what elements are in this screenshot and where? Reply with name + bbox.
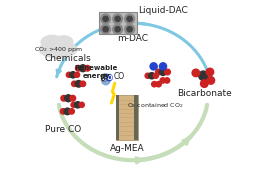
Circle shape bbox=[115, 27, 120, 32]
Circle shape bbox=[74, 102, 81, 108]
Ellipse shape bbox=[101, 74, 110, 85]
Circle shape bbox=[125, 14, 135, 24]
Circle shape bbox=[113, 14, 123, 24]
Circle shape bbox=[70, 95, 76, 101]
Ellipse shape bbox=[41, 35, 64, 49]
Text: H$_2$O: H$_2$O bbox=[98, 74, 114, 84]
Circle shape bbox=[70, 72, 76, 78]
Circle shape bbox=[101, 74, 108, 81]
Circle shape bbox=[61, 95, 66, 101]
Circle shape bbox=[145, 73, 150, 78]
FancyBboxPatch shape bbox=[134, 95, 138, 139]
Text: Renewable
energy: Renewable energy bbox=[75, 65, 118, 79]
Circle shape bbox=[103, 16, 108, 22]
Circle shape bbox=[103, 27, 108, 32]
Text: Bicarbonate: Bicarbonate bbox=[177, 89, 232, 98]
Circle shape bbox=[72, 81, 77, 87]
Circle shape bbox=[206, 68, 214, 76]
Circle shape bbox=[127, 16, 132, 22]
Text: Ag-MEA: Ag-MEA bbox=[110, 144, 144, 153]
Circle shape bbox=[150, 63, 157, 70]
Circle shape bbox=[115, 16, 120, 22]
Circle shape bbox=[65, 95, 72, 102]
Text: CO$_2$ >400 ppm: CO$_2$ >400 ppm bbox=[34, 45, 82, 54]
Circle shape bbox=[152, 81, 157, 87]
Circle shape bbox=[85, 65, 90, 71]
Circle shape bbox=[207, 77, 215, 84]
Circle shape bbox=[80, 81, 86, 87]
Circle shape bbox=[156, 69, 161, 75]
Circle shape bbox=[76, 65, 81, 71]
Circle shape bbox=[125, 24, 135, 34]
Circle shape bbox=[75, 81, 82, 87]
Circle shape bbox=[71, 102, 76, 107]
Circle shape bbox=[160, 78, 165, 83]
FancyBboxPatch shape bbox=[116, 95, 138, 139]
Circle shape bbox=[201, 80, 208, 87]
Circle shape bbox=[164, 78, 170, 83]
Circle shape bbox=[66, 72, 72, 77]
Circle shape bbox=[60, 109, 66, 114]
Circle shape bbox=[74, 72, 80, 77]
Circle shape bbox=[64, 108, 71, 115]
Ellipse shape bbox=[54, 36, 73, 48]
Circle shape bbox=[192, 69, 200, 77]
Circle shape bbox=[149, 73, 155, 79]
Circle shape bbox=[159, 63, 167, 70]
Circle shape bbox=[127, 27, 132, 32]
Text: Chemicals: Chemicals bbox=[45, 54, 92, 63]
FancyBboxPatch shape bbox=[116, 95, 119, 139]
Circle shape bbox=[106, 74, 112, 81]
Ellipse shape bbox=[39, 41, 77, 58]
Circle shape bbox=[69, 109, 74, 114]
Circle shape bbox=[80, 65, 86, 72]
Circle shape bbox=[153, 73, 159, 78]
Text: Liquid-DAC: Liquid-DAC bbox=[138, 5, 188, 15]
Text: Pure CO: Pure CO bbox=[45, 125, 82, 134]
Circle shape bbox=[101, 14, 110, 24]
Circle shape bbox=[79, 102, 84, 107]
Circle shape bbox=[199, 71, 208, 81]
Circle shape bbox=[160, 69, 167, 75]
Text: O$_2$ contained CO$_2$: O$_2$ contained CO$_2$ bbox=[127, 101, 184, 110]
Circle shape bbox=[165, 69, 171, 75]
Text: m-DAC: m-DAC bbox=[118, 34, 148, 43]
Text: CO: CO bbox=[113, 72, 124, 81]
Circle shape bbox=[156, 81, 161, 87]
Circle shape bbox=[113, 24, 123, 34]
Circle shape bbox=[101, 24, 110, 34]
FancyBboxPatch shape bbox=[99, 12, 137, 34]
